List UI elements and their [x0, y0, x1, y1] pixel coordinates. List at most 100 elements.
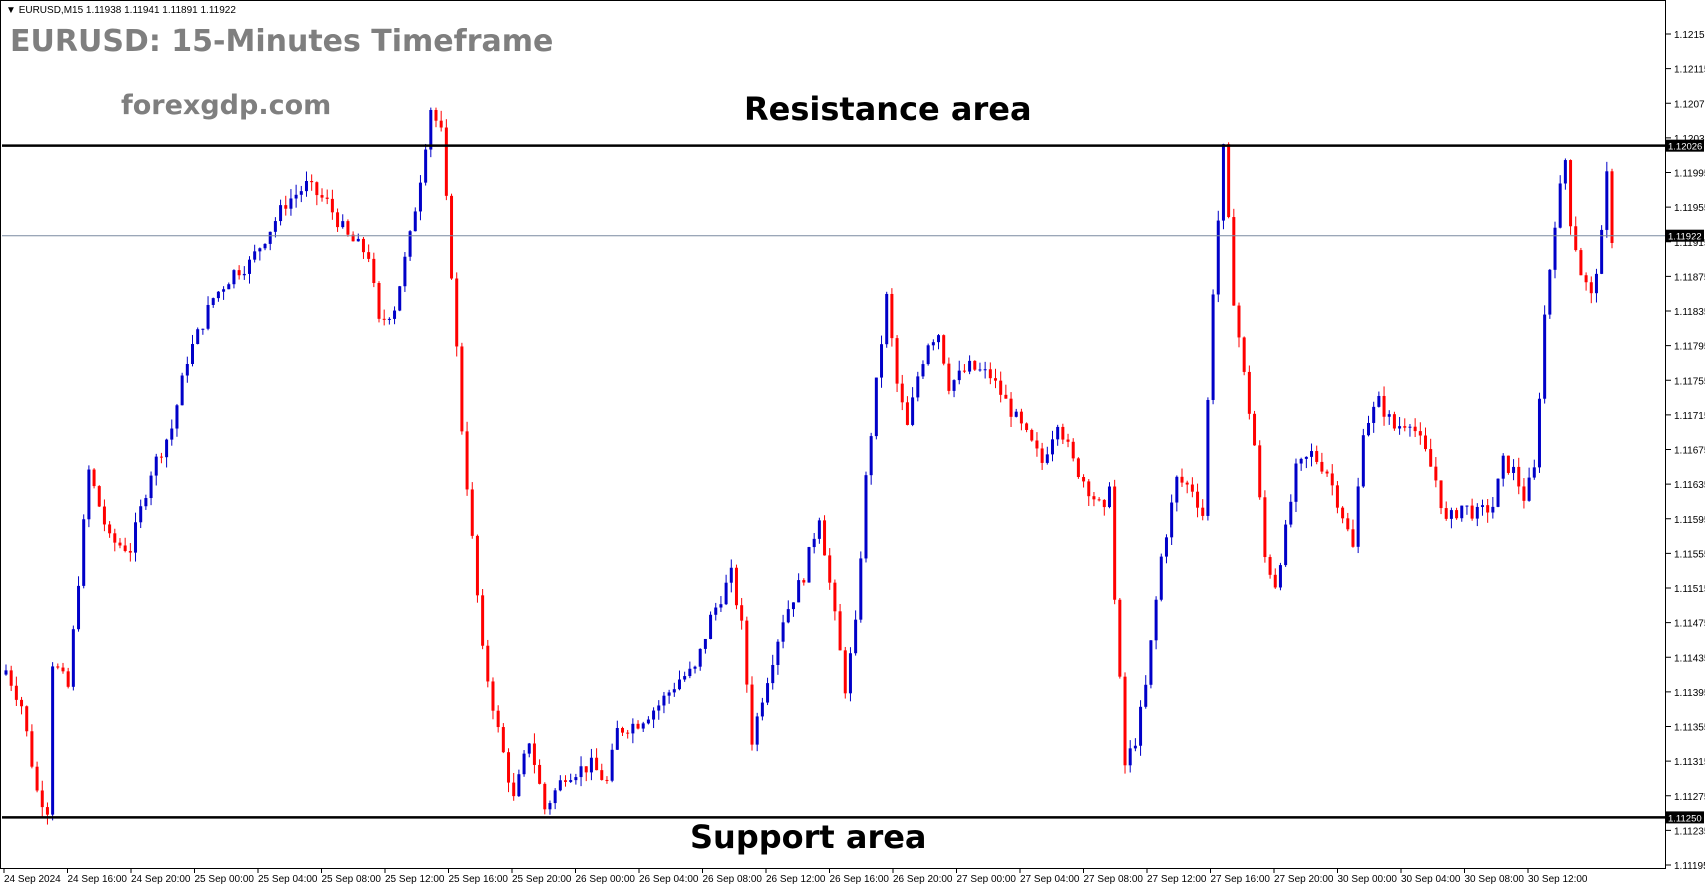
candle-body [1045, 454, 1049, 463]
candle-body [517, 774, 521, 797]
levels-group: 1.12026 1.11250 1.11922 [2, 139, 1704, 824]
candle-body [1543, 314, 1547, 399]
candle-body [450, 195, 454, 279]
candle-body [740, 605, 744, 621]
candle-body [610, 749, 614, 781]
candle-body [25, 706, 29, 732]
candle-body [1035, 440, 1039, 449]
candle-body [1470, 505, 1474, 519]
time-tick-label: 30 Sep 00:00 [1338, 874, 1398, 885]
candle-body [1517, 466, 1521, 487]
candle-body [797, 580, 801, 603]
candle-body [196, 329, 200, 344]
candle-body [1019, 411, 1023, 424]
candle-body [683, 676, 687, 680]
candle-body [755, 716, 759, 745]
candle-body [1190, 484, 1194, 492]
candle-body [703, 638, 707, 649]
candle-body [1398, 426, 1402, 429]
candle-body [465, 431, 469, 490]
resistance-label: Resistance area [744, 90, 1032, 128]
candle-body [1175, 476, 1179, 503]
candle-body [356, 238, 360, 242]
candle-body [56, 666, 60, 668]
candle-body [444, 127, 448, 196]
candle-body [1076, 458, 1080, 478]
candle-body [1097, 499, 1101, 501]
candle-body [481, 595, 485, 646]
candle-body [620, 727, 624, 733]
candle-body [460, 346, 464, 432]
candle-body [372, 258, 376, 284]
candle-body [973, 360, 977, 370]
candle-body [341, 221, 345, 228]
resistance-tag-text: 1.12026 [1668, 142, 1702, 153]
candle-body [377, 283, 381, 319]
time-tick-label: 27 Sep 12:00 [1147, 874, 1207, 885]
price-tick-label: 1.11755 [1674, 376, 1705, 387]
candle-body [1392, 414, 1396, 429]
candle-body [812, 538, 816, 548]
time-tick-label: 25 Sep 12:00 [385, 874, 445, 885]
site-watermark: forexgdp.com [121, 90, 332, 121]
candle-body [1102, 499, 1106, 508]
candle-body [1278, 565, 1282, 588]
candle-body [139, 506, 143, 523]
candle-body [294, 194, 298, 199]
candle-body [320, 195, 324, 198]
candle-body [496, 710, 500, 728]
candle-body [237, 270, 241, 276]
candle-body [1268, 557, 1272, 575]
time-tick-label: 30 Sep 08:00 [1465, 874, 1525, 885]
candle-body [1087, 481, 1091, 497]
price-tick-label: 1.11315 [1674, 757, 1705, 768]
candle-body [1496, 478, 1500, 507]
candle-body [1133, 745, 1137, 749]
candle-body [916, 376, 920, 398]
candle-body [398, 286, 402, 311]
candle-body [698, 648, 702, 667]
candle-body [641, 723, 645, 729]
time-tick-label: 24 Sep 16:00 [68, 874, 128, 885]
candle-body [149, 475, 153, 499]
candle-body [185, 363, 189, 376]
candle-body [734, 567, 738, 606]
candle-body [123, 545, 127, 551]
candle-body [1004, 394, 1008, 399]
resistance-tag [1666, 139, 1704, 152]
collapse-arrow-icon[interactable]: ▼ [6, 5, 19, 16]
bid-tag-text: 1.11922 [1668, 232, 1702, 243]
candle-body [1455, 510, 1459, 519]
candle-body [512, 782, 516, 797]
candle-body [470, 489, 474, 536]
price-tick-label: 1.11395 [1674, 688, 1705, 699]
candle-body [1548, 269, 1552, 315]
candle-body [216, 291, 220, 299]
candle-body [1092, 496, 1096, 500]
candle-body [1610, 171, 1614, 243]
candle-body [1532, 467, 1536, 478]
candle-body [1196, 491, 1200, 508]
candle-body [1227, 144, 1231, 218]
candle-body [1113, 486, 1117, 600]
candle-body [553, 790, 557, 804]
candle-body [688, 668, 692, 677]
candle-body [315, 182, 319, 196]
candle-body [1118, 599, 1122, 677]
candle-body [403, 256, 407, 287]
candle-body [222, 289, 226, 292]
price-tick-label: 1.11555 [1674, 549, 1705, 560]
candle-body [1170, 502, 1174, 538]
candle-body [1107, 486, 1111, 508]
candle-body [931, 342, 935, 346]
candle-body [9, 670, 13, 686]
candle-body [983, 369, 987, 371]
price-tick-label: 1.11235 [1674, 826, 1705, 837]
candle-body [833, 582, 837, 612]
time-tick-label: 25 Sep 08:00 [322, 874, 382, 885]
candle-body [714, 607, 718, 615]
candle-body [253, 251, 257, 260]
candle-body [1418, 431, 1422, 436]
